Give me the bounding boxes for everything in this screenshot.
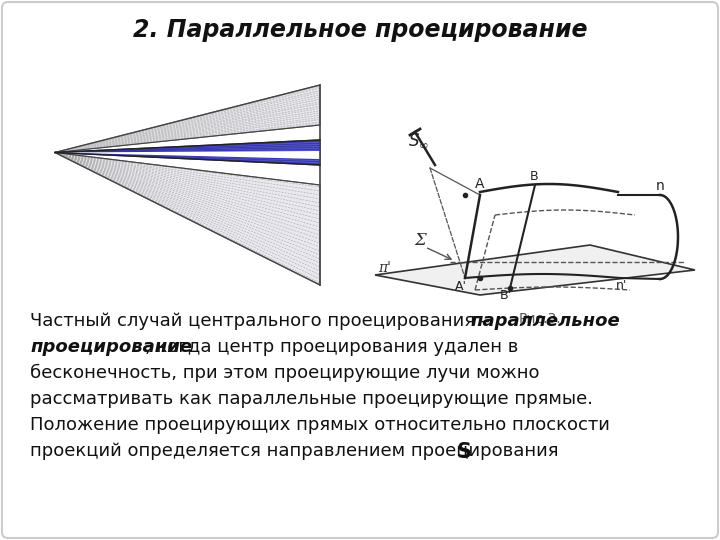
Polygon shape [55, 152, 320, 285]
Text: рассматривать как параллельные проецирующие прямые.: рассматривать как параллельные проецирую… [30, 390, 593, 408]
Polygon shape [375, 245, 695, 295]
Text: Рис.3.: Рис.3. [518, 312, 562, 326]
Text: проецирование: проецирование [30, 338, 192, 356]
Text: $S_\infty$: $S_\infty$ [408, 131, 429, 149]
Text: бесконечность, при этом проецирующие лучи можно: бесконечность, при этом проецирующие луч… [30, 364, 539, 382]
Text: Положение проецирующих прямых относительно плоскости: Положение проецирующих прямых относитель… [30, 416, 610, 434]
Text: S: S [457, 442, 472, 462]
Text: B: B [530, 170, 539, 183]
Text: , когда центр проецирования удален в: , когда центр проецирования удален в [145, 338, 518, 356]
Text: параллельное: параллельное [470, 312, 620, 330]
Text: проекций определяется направлением проецирования: проекций определяется направлением проец… [30, 442, 564, 460]
Text: π': π' [378, 261, 391, 275]
Polygon shape [55, 140, 320, 165]
Polygon shape [55, 151, 320, 159]
Text: n: n [656, 179, 665, 193]
Text: n': n' [616, 279, 627, 292]
Text: Σ: Σ [415, 232, 427, 249]
Text: A: A [475, 177, 485, 191]
Polygon shape [55, 85, 320, 152]
Text: 2. Параллельное проецирование: 2. Параллельное проецирование [132, 18, 588, 42]
Text: B': B' [500, 289, 512, 302]
Text: Частный случай центрального проецирования –: Частный случай центрального проецировани… [30, 312, 495, 330]
Text: A': A' [455, 280, 467, 293]
